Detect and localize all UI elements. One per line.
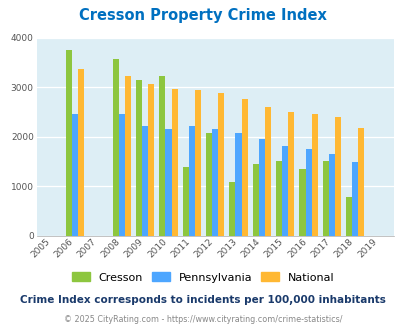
Bar: [118, 114, 124, 236]
Bar: [281, 147, 288, 236]
Text: Cresson Property Crime Index: Cresson Property Crime Index: [79, 8, 326, 23]
Bar: [124, 76, 130, 236]
Bar: [352, 162, 358, 236]
Bar: [66, 50, 72, 236]
Bar: [288, 112, 294, 236]
Bar: [322, 161, 328, 236]
Bar: [194, 90, 200, 236]
Text: Crime Index corresponds to incidents per 100,000 inhabitants: Crime Index corresponds to incidents per…: [20, 295, 385, 305]
Bar: [142, 126, 148, 236]
Text: © 2025 CityRating.com - https://www.cityrating.com/crime-statistics/: © 2025 CityRating.com - https://www.city…: [64, 315, 341, 324]
Bar: [136, 80, 142, 236]
Bar: [148, 84, 154, 236]
Bar: [229, 182, 235, 236]
Bar: [165, 129, 171, 236]
Bar: [258, 139, 264, 236]
Bar: [311, 114, 317, 236]
Bar: [275, 161, 281, 236]
Bar: [217, 93, 224, 236]
Bar: [188, 126, 194, 236]
Bar: [299, 169, 305, 236]
Bar: [182, 167, 188, 236]
Bar: [305, 149, 311, 236]
Bar: [72, 114, 78, 236]
Bar: [206, 133, 212, 236]
Bar: [252, 164, 258, 236]
Bar: [171, 89, 177, 236]
Bar: [345, 197, 352, 236]
Bar: [328, 154, 334, 236]
Bar: [159, 76, 165, 236]
Bar: [358, 128, 364, 236]
Bar: [235, 133, 241, 236]
Bar: [241, 99, 247, 236]
Bar: [334, 117, 340, 236]
Bar: [212, 129, 217, 236]
Legend: Cresson, Pennsylvania, National: Cresson, Pennsylvania, National: [67, 268, 338, 287]
Bar: [113, 59, 118, 236]
Bar: [264, 107, 270, 236]
Bar: [78, 69, 84, 236]
